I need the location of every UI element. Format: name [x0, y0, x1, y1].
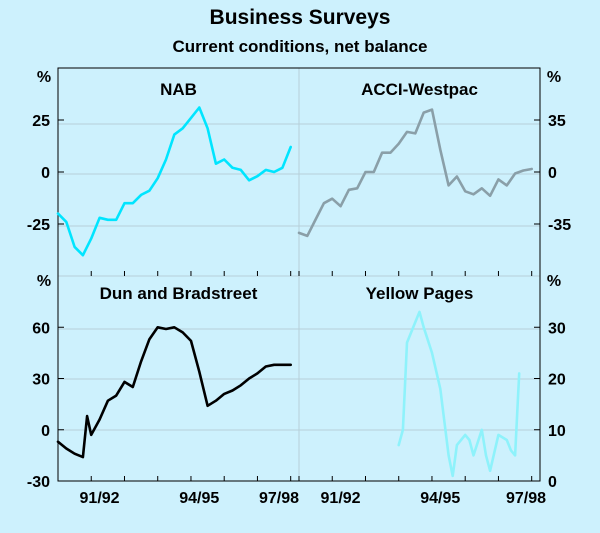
y-tick-label: 10: [548, 423, 566, 440]
y-unit-label: %: [547, 69, 561, 86]
y-tick-label: 0: [41, 165, 50, 182]
x-tick-label: 97/98: [259, 490, 299, 507]
y-tick-label: -35: [548, 217, 571, 234]
y-tick-label: 30: [32, 372, 50, 389]
series-line-1: [297, 108, 534, 238]
y-unit-label: %: [37, 273, 51, 290]
series-line-0: [56, 106, 293, 257]
y-tick-label: 60: [32, 320, 50, 337]
x-tick-label: 97/98: [506, 490, 546, 507]
y-tick-label: -25: [27, 217, 50, 234]
x-tick-label: 91/92: [321, 490, 361, 507]
y-tick-label: 0: [41, 423, 50, 440]
chart-title: Business Surveys: [209, 6, 391, 29]
y-tick-label: -30: [27, 474, 50, 491]
series-line-3: [397, 310, 521, 478]
x-tick-label: 94/95: [420, 490, 460, 507]
panel-title: Dun and Bradstreet: [100, 284, 258, 303]
y-tick-label: 0: [548, 474, 557, 491]
y-unit-label: %: [547, 273, 561, 290]
panel-title: Yellow Pages: [366, 284, 474, 303]
y-tick-label: 30: [548, 320, 566, 337]
y-tick-label: 25: [32, 113, 50, 130]
y-unit-label: %: [37, 69, 51, 86]
chart-subtitle: Current conditions, net balance: [172, 37, 428, 56]
panel-title: ACCI-Westpac: [361, 80, 478, 99]
y-tick-label: 20: [548, 372, 566, 389]
x-tick-label: 91/92: [80, 490, 120, 507]
series-line-2: [56, 325, 293, 459]
y-tick-label: 35: [548, 113, 566, 130]
x-tick-label: 94/95: [179, 490, 219, 507]
panel-title: NAB: [160, 80, 197, 99]
y-tick-label: 0: [548, 165, 557, 182]
